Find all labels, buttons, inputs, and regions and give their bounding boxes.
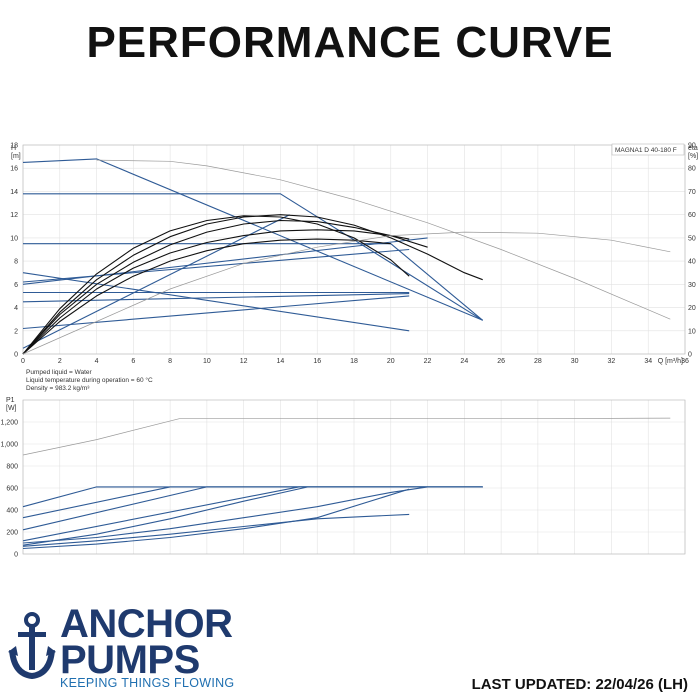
y-tick-label: 2	[14, 328, 18, 335]
y-right-tick-label: 50	[688, 235, 696, 242]
y-tick-label: 1,000	[0, 442, 18, 449]
y-tick-label: 400	[6, 508, 18, 515]
y-tick-label: 12	[10, 212, 18, 219]
chart-note: Liquid temperature during operation = 60…	[26, 376, 153, 384]
y-tick-label: 14	[10, 189, 18, 196]
x-tick-label: 8	[168, 358, 172, 365]
plot-frame	[22, 399, 686, 555]
y-tick-label: 200	[6, 530, 18, 537]
y-tick-label: 4	[14, 305, 18, 312]
last-updated: LAST UPDATED: 22/04/26 (LH)	[471, 676, 688, 693]
head-efficiency-chart: 0 2 4 6 8 10 12 14 16 18 20 22 24 26 28 30 32 34 360246810…	[10, 143, 698, 393]
chart-note: Pumped liquid = Water	[26, 369, 93, 376]
y-tick-label: 8	[14, 259, 18, 266]
series-line-power	[22, 486, 483, 531]
power-chart: 0 200 400 600 800 1,000 1,200 P1[W]	[0, 397, 686, 559]
x-tick-label: 14	[277, 358, 285, 365]
chart-note: Density = 983.2 kg/m³	[26, 385, 90, 392]
series-line-power	[22, 486, 309, 546]
y-tick-label: 10	[10, 235, 18, 242]
y-axis-label: [W]	[6, 405, 17, 412]
anchor-icon	[8, 612, 56, 680]
series-line-system	[22, 238, 391, 355]
y-right-tick-label: 90	[688, 143, 696, 150]
series-line-system	[22, 215, 410, 355]
y-axis-label: [m]	[11, 153, 21, 160]
series-line-power-max-ext	[22, 417, 671, 456]
y-tick-label: 600	[6, 486, 18, 493]
legend-box	[611, 143, 685, 156]
series-line-power	[22, 488, 410, 550]
x-tick-label: 2	[58, 358, 62, 365]
x-tick-label: 0	[21, 358, 25, 365]
performance-charts: 0 2 4 6 8 10 12 14 16 18 20 22 24 26 28 30 32 34 360246810…	[0, 143, 698, 559]
series-line-prop-pressure	[22, 293, 410, 303]
series-line-prop-pressure	[22, 295, 410, 330]
y-tick-label: 0	[14, 352, 18, 359]
plot-frame	[22, 144, 686, 355]
y-right-tick-label: 60	[688, 212, 696, 219]
y-tick-label: 800	[6, 464, 18, 471]
y-tick-label: 6	[14, 282, 18, 289]
y-tick-label: 16	[10, 166, 18, 173]
y-right-axis-label: eta	[688, 145, 698, 152]
brand-name-line1: ANCHOR	[60, 602, 233, 646]
x-tick-label: 26	[497, 358, 505, 365]
y-tick-label: 0	[14, 552, 18, 559]
series-line-max-curve-ext	[96, 159, 671, 320]
y-right-tick-label: 40	[688, 259, 696, 266]
series-line-efficiency	[22, 231, 671, 355]
x-tick-label: 16	[313, 358, 321, 365]
x-tick-label: 30	[571, 358, 579, 365]
x-tick-label: 24	[460, 358, 468, 365]
x-tick-label: 22	[424, 358, 432, 365]
y-right-tick-label: 80	[688, 166, 696, 173]
legend-text: MAGNA1 D 40-180 F	[615, 147, 677, 154]
x-tick-label: 20	[387, 358, 395, 365]
y-right-tick-label: 20	[688, 305, 696, 312]
x-tick-label: 10	[203, 358, 211, 365]
x-tick-label: 12	[240, 358, 248, 365]
brand-tagline: KEEPING THINGS FLOWING	[60, 676, 235, 690]
series-line-max-curve	[22, 158, 483, 321]
y-axis-label: H	[11, 145, 16, 152]
series-line-const-pressure	[23, 193, 483, 321]
y-right-axis-label: [%]	[688, 153, 698, 160]
x-tick-label: 34	[644, 358, 652, 365]
x-tick-label: 36	[681, 358, 689, 365]
x-axis-label: Q [m³/h]	[658, 358, 683, 365]
x-tick-label: 28	[534, 358, 542, 365]
brand-logo: ANCHOR PUMPS KEEPING THINGS FLOWING	[8, 604, 268, 694]
brand-name-line2: PUMPS	[60, 638, 200, 682]
series-line-system	[22, 229, 410, 355]
series-line-power	[22, 486, 483, 542]
y-right-tick-label: 70	[688, 189, 696, 196]
y-axis-label: P1	[6, 397, 15, 404]
series-line-prop-pressure	[22, 214, 290, 349]
page-title: PERFORMANCE CURVE	[86, 18, 614, 67]
x-tick-label: 4	[95, 358, 99, 365]
y-tick-label: 18	[10, 143, 18, 150]
series-line-power	[22, 486, 428, 544]
y-right-tick-label: 0	[688, 352, 692, 359]
y-right-tick-label: 10	[688, 328, 696, 335]
series-line-power	[22, 486, 483, 519]
series-line-power	[22, 513, 410, 547]
x-tick-label: 18	[350, 358, 358, 365]
y-right-tick-label: 30	[688, 282, 696, 289]
x-tick-label: 32	[608, 358, 616, 365]
series-line-prop-pressure	[22, 237, 428, 285]
x-tick-label: 6	[131, 358, 135, 365]
y-tick-label: 1,200	[0, 420, 18, 427]
series-line-system	[22, 219, 428, 355]
